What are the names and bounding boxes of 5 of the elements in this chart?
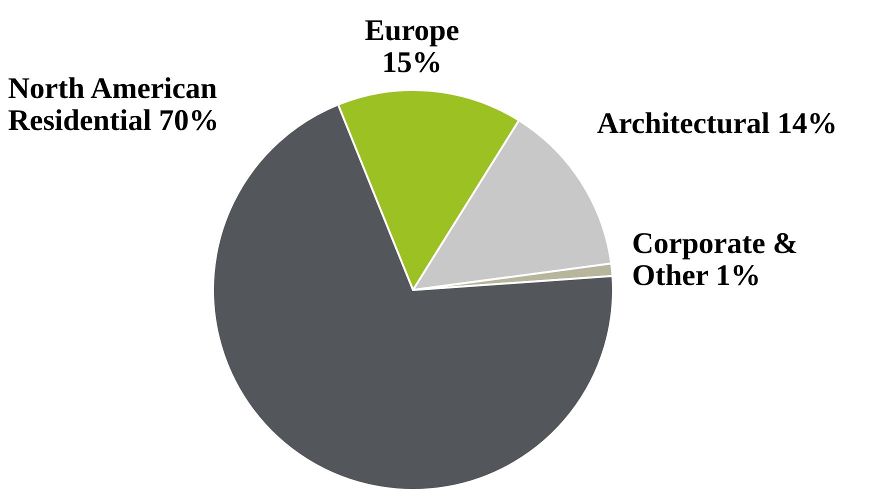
slice-label: North American Residential 70% [8, 72, 219, 137]
slice-label: Corporate & Other 1% [632, 227, 798, 292]
slice-label: Architectural 14% [597, 107, 838, 140]
slice-label: Europe [364, 14, 460, 47]
data-label: 15% [382, 46, 442, 79]
